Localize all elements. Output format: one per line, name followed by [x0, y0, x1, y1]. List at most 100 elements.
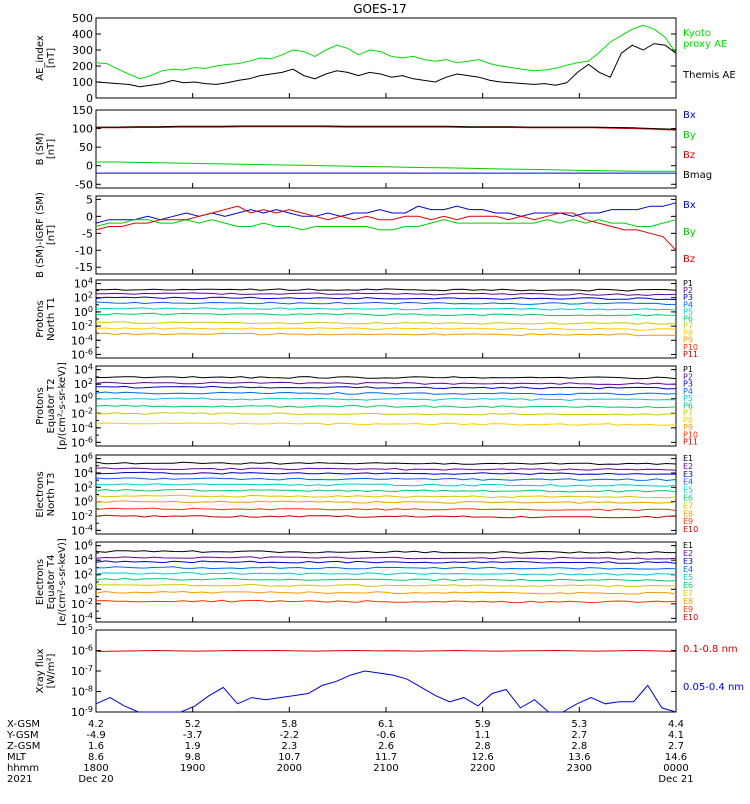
ylabel-line: Electrons: [35, 559, 46, 605]
y-tick-label: 104: [74, 466, 93, 480]
legend-label: E5: [683, 486, 693, 495]
y-tick-label: -15: [75, 261, 93, 274]
series-line-0-1-0-8-nm: [95, 649, 677, 652]
series-line-p6: [95, 404, 677, 409]
legend-entry: P6: [683, 314, 693, 323]
legend-label: E2: [683, 549, 693, 558]
legend-label: E3: [683, 470, 693, 479]
legend-entry: P4: [683, 387, 693, 396]
legend-entry: E3: [683, 470, 693, 479]
ylabel-line: B (SM)-IGRF (SM): [35, 192, 46, 278]
legend-entry: E10: [683, 613, 698, 622]
series-line-e1: [95, 550, 676, 554]
x-tick-label-y-gsm: -0.6: [376, 730, 396, 741]
y-tick-label: 100: [74, 392, 93, 406]
legend-label: E3: [683, 557, 693, 566]
legend-label: P2: [683, 286, 693, 295]
x-tick-label-y-gsm: 4.1: [668, 730, 684, 741]
x-tick-label-z-gsm: 2.7: [668, 741, 684, 752]
legend-label: E5: [683, 573, 693, 582]
legend-label: E4: [683, 478, 693, 487]
series-line-e8: [95, 590, 677, 595]
x-row-label: MLT: [7, 752, 27, 763]
panel-ylabel: Electrons Equator T4 [e/(cm²-s-sr-keV)]: [35, 538, 68, 626]
y-tick-label: 400: [72, 28, 93, 41]
y-tick-label: 102: [74, 377, 93, 391]
y-tick-label: 10-6: [71, 644, 93, 658]
panel-frame: [95, 279, 677, 359]
legend-entry: P10: [683, 343, 698, 352]
y-tick-label: 10-2: [71, 597, 93, 611]
legend-label: P3: [683, 293, 693, 302]
x-tick-label-hhmm: 2300: [567, 763, 592, 774]
y-tick-label: 300: [72, 44, 93, 57]
y-tick-label: 100: [74, 495, 93, 509]
x-tick-label-z-gsm: 2.3: [281, 741, 297, 752]
x-tick-label-z-gsm: 1.6: [88, 741, 104, 752]
series-line-p7: [95, 321, 677, 325]
ylabel-line: Protons: [35, 300, 46, 337]
ylabel-line: [nT]: [46, 48, 57, 68]
y-tick-label: 0: [86, 160, 93, 173]
legend-entry: P5: [683, 394, 693, 403]
x-tick-label-mlt: 11.7: [375, 752, 397, 763]
legend-label: E9: [683, 517, 693, 526]
x-tick-label-mlt: 9.8: [185, 752, 201, 763]
y-tick-label: 106: [74, 452, 93, 466]
x-tick-label-z-gsm: 2.8: [475, 741, 491, 752]
legend-entry: 0.1-0.8 nm: [683, 644, 738, 655]
series-line-p4: [95, 301, 677, 306]
y-tick-label: 10-5: [71, 623, 93, 637]
x-tick-label-date: Dec 20: [78, 774, 113, 785]
legend-label: By: [683, 227, 696, 238]
legend-label: P6: [683, 314, 693, 323]
x-row-label: hhmm: [7, 763, 39, 774]
legend-entry: P9: [683, 423, 693, 432]
ylabel-line: Equator T4: [46, 555, 57, 610]
series-line-p8: [95, 422, 677, 426]
y-tick-label: 10-6: [71, 347, 93, 361]
ylabel-line: Equator T2: [46, 379, 57, 434]
legend-entry: Bmag: [683, 170, 712, 181]
ylabel-line: Protons: [35, 387, 46, 424]
panel-frame: [95, 195, 677, 275]
x-tick-label-hhmm: 2000: [277, 763, 302, 774]
legend-label: P8: [683, 416, 693, 425]
series-line-by: [96, 161, 676, 172]
series-line-p5: [95, 307, 677, 311]
legend-entry: 0.05-0.4 nm: [683, 682, 744, 693]
x-tick-label-mlt: 14.6: [665, 752, 687, 763]
series-line-e6: [95, 577, 677, 582]
legend-label: E8: [683, 509, 693, 518]
legend-label: P7: [683, 322, 693, 331]
x-tick-label-hhmm: 0000: [663, 763, 688, 774]
panel-frame: [95, 629, 677, 713]
y-tick-label: 104: [74, 553, 93, 567]
series-line-p8: [95, 327, 677, 331]
legend-label: P1: [683, 365, 693, 374]
legend-entry: P4: [683, 300, 693, 309]
y-tick-label: 10-8: [71, 685, 93, 699]
x-tick-label-z-gsm: 2.6: [378, 741, 394, 752]
x-tick-label-hhmm: 1800: [83, 763, 108, 774]
y-tick-label: 10-2: [71, 509, 93, 523]
y-tick-label: 5: [86, 193, 93, 206]
legend-entry: P8: [683, 416, 693, 425]
legend-label: 0.1-0.8 nm: [683, 644, 738, 655]
y-tick-label: 10-4: [71, 523, 93, 537]
y-tick-label: 102: [74, 291, 93, 305]
x-row-label: Y-GSM: [6, 730, 39, 741]
series-line-e4: [95, 477, 677, 482]
x-row-label: 2021: [7, 774, 32, 785]
panel-frame: [95, 17, 677, 99]
legend-label: E6: [683, 494, 693, 503]
series-line-kyoto-proxy-ae: [95, 24, 677, 80]
legend-label: Bx: [683, 110, 696, 121]
legend-entry: E4: [683, 478, 693, 487]
series-line-e9: [95, 599, 677, 604]
